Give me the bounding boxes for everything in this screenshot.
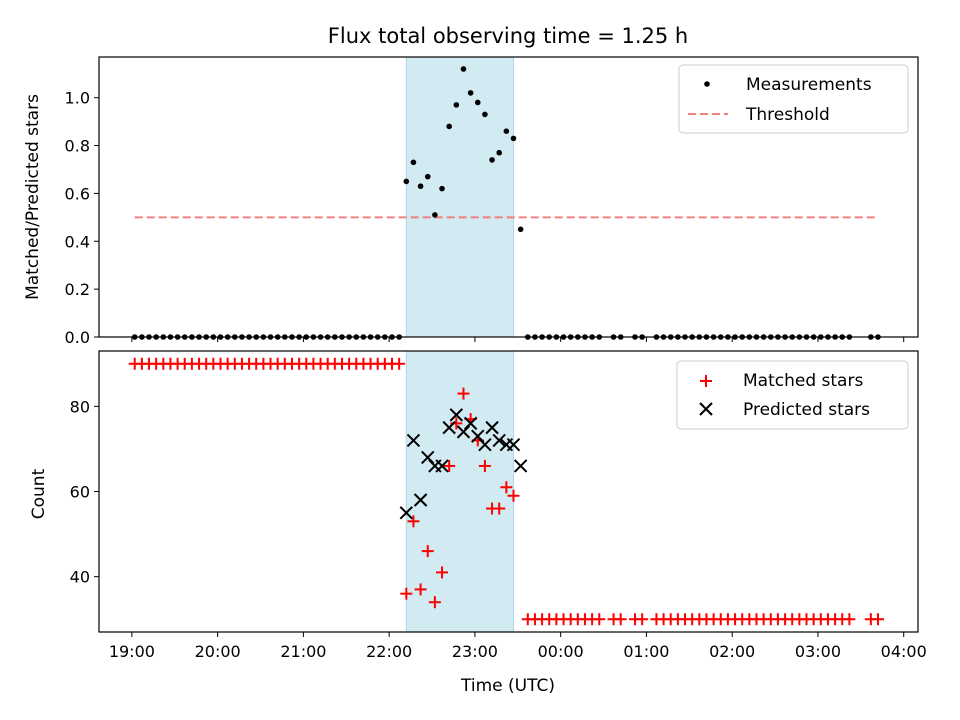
- measurement-point: [417, 183, 424, 190]
- bottom-panel: 40 60 80 19:00 20:00 21:00 22:00 23:00 00:00 01:…: [29, 350, 927, 696]
- top-y-axis-label: Matched/Predicted stars: [23, 94, 43, 300]
- chart-title: Flux total observing time = 1.25 h: [328, 24, 688, 48]
- x-tick-label: 21:00: [280, 642, 326, 661]
- legend-matched-marker: [700, 375, 712, 387]
- measurement-point: [439, 185, 445, 192]
- measurement-point: [510, 135, 517, 142]
- top-panel: 0.0 0.2 0.4 0.6 0.8 1.0 Matched/Predicted sta…: [23, 56, 919, 347]
- x-tick-label: 03:00: [795, 642, 841, 661]
- x-tick-label: 02:00: [709, 642, 755, 661]
- predicted-star-marker: [399, 506, 414, 520]
- bottom-y-tick-label: 80: [70, 397, 90, 416]
- measurement-point: [474, 99, 481, 106]
- matched-star-marker: [500, 481, 513, 494]
- measurement-point: [496, 149, 503, 156]
- legend-matched-label: Matched stars: [743, 371, 863, 391]
- measurement-point: [446, 123, 452, 130]
- measurement-point: [489, 157, 495, 163]
- predicted-star-marker: [449, 408, 464, 422]
- legend-threshold-label: Threshold: [745, 105, 830, 125]
- predicted-star-marker: [435, 459, 449, 473]
- matched-star-marker: [421, 545, 434, 558]
- matched-star-marker: [507, 489, 520, 502]
- bottom-legend: Matched stars Predicted stars: [676, 360, 909, 430]
- measurement-point: [503, 128, 510, 134]
- measurement-point: [410, 159, 417, 166]
- observing-window-span: [406, 351, 514, 632]
- matched-star-marker: [493, 502, 506, 515]
- matched-star-marker: [457, 387, 470, 400]
- matched-star-marker: [593, 613, 606, 626]
- top-y-tick-label: 0.0: [65, 328, 90, 347]
- matched-star-marker: [636, 613, 649, 626]
- predicted-star-marker: [413, 493, 428, 507]
- predicted-star-marker: [463, 416, 478, 431]
- x-tick-label: 20:00: [195, 642, 241, 661]
- x-tick-label: 22:00: [366, 642, 412, 661]
- measurement-point: [432, 212, 438, 218]
- legend-measurements-label: Measurements: [746, 75, 872, 95]
- x-tick-label: 04:00: [881, 642, 927, 661]
- predicted-star-marker: [492, 433, 506, 448]
- measurement-point: [453, 102, 460, 108]
- matched-star-marker: [871, 613, 884, 626]
- predicted-star-marker: [513, 459, 528, 473]
- bottom-y-tick-label: 60: [70, 483, 90, 502]
- bottom-y-tick-label: 40: [70, 568, 90, 587]
- top-y-tick-label: 1.0: [65, 89, 90, 108]
- observing-window-span: [406, 57, 514, 337]
- top-y-tick-label: 0.4: [65, 232, 90, 251]
- predicted-star-marker: [478, 437, 492, 452]
- matched-star-marker: [436, 566, 449, 579]
- matched-star-marker: [443, 459, 456, 472]
- predicted-star-marker: [506, 437, 521, 452]
- matched-star-marker: [843, 613, 856, 626]
- matched-star-marker: [407, 515, 420, 528]
- bottom-y-axis-label: Count: [29, 468, 49, 519]
- legend-predicted-label: Predicted stars: [743, 400, 870, 420]
- x-axis-label: Time (UTC): [460, 676, 555, 696]
- measurement-point: [467, 90, 474, 96]
- x-tick-label: 23:00: [452, 642, 498, 661]
- legend-measurements-marker: [704, 81, 710, 87]
- predicted-star-marker: [442, 420, 456, 435]
- x-tick-label: 01:00: [623, 642, 669, 661]
- top-y-tick-label: 0.2: [65, 280, 90, 299]
- matched-star-marker: [614, 613, 627, 626]
- measurement-point: [482, 111, 488, 118]
- measurement-point: [517, 226, 524, 233]
- matched-star-marker: [400, 587, 413, 600]
- matched-star-marker: [414, 583, 427, 596]
- top-axes-frame: [98, 56, 919, 338]
- measurement-point: [403, 178, 410, 185]
- predicted-star-marker: [485, 420, 499, 435]
- matched-star-marker: [428, 596, 441, 609]
- legend-predicted-marker: [699, 402, 713, 416]
- top-legend-box: [678, 64, 909, 134]
- bottom-legend-box: [676, 360, 909, 430]
- top-y-tick-label: 0.8: [65, 137, 90, 156]
- top-legend: Measurements Threshold: [678, 64, 909, 134]
- predicted-star-marker: [406, 433, 421, 448]
- measurement-point: [424, 173, 431, 180]
- top-y-tick-label: 0.6: [65, 184, 90, 203]
- x-tick-label: 00:00: [538, 642, 584, 661]
- matched-star-marker: [393, 357, 406, 370]
- measurement-point: [460, 66, 467, 72]
- matched-star-marker: [478, 459, 491, 472]
- x-tick-label: 19:00: [109, 642, 155, 661]
